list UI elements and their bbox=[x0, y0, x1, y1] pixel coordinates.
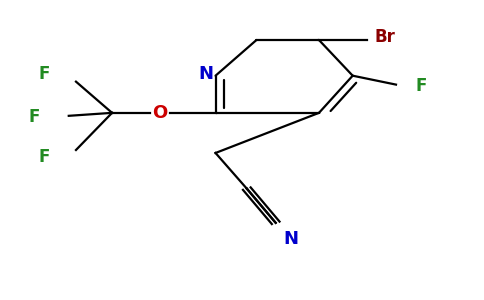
Text: F: F bbox=[415, 77, 426, 95]
Text: F: F bbox=[38, 65, 49, 83]
Text: N: N bbox=[283, 230, 298, 248]
Text: O: O bbox=[152, 104, 168, 122]
Text: N: N bbox=[198, 65, 213, 83]
Text: Br: Br bbox=[374, 28, 395, 46]
Text: F: F bbox=[29, 108, 40, 126]
Text: F: F bbox=[38, 148, 49, 166]
